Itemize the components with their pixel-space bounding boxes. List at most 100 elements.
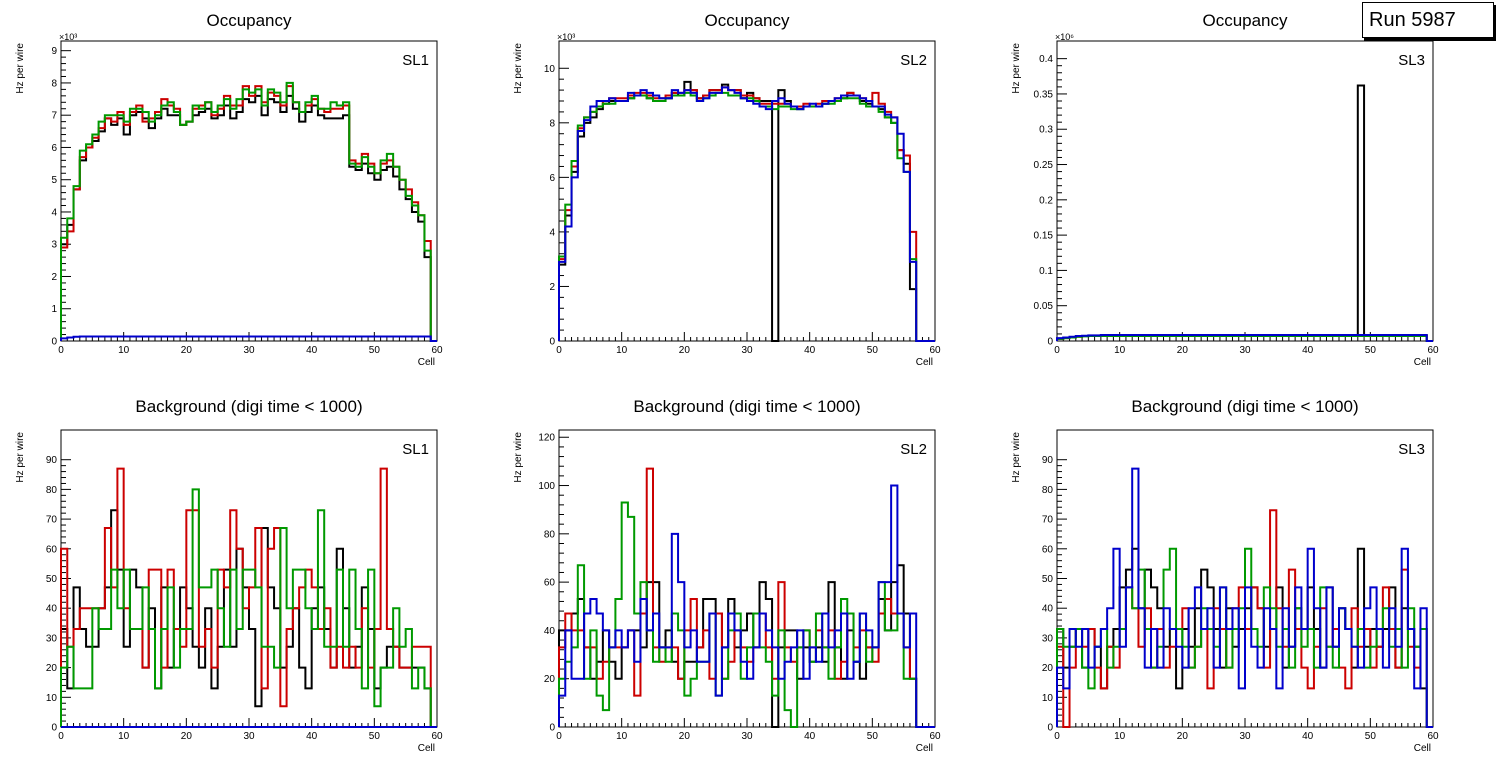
y-tick-label: 80 (1042, 485, 1054, 496)
chart-title: Background (digi time < 1000) (633, 397, 860, 416)
y-tick-label: 70 (46, 515, 58, 526)
panel-4: Background (digi time < 1000) SL1 Hz per w… (15, 397, 443, 754)
x-axis-label: Cell (916, 743, 933, 754)
y-tick-label: 0 (51, 723, 57, 734)
y-tick-label: 10 (544, 64, 556, 75)
y-exponent: ×10³ (557, 32, 575, 42)
y-tick-label: 50 (1042, 574, 1054, 585)
panel-1: Occupancy SL1 Hz per wire Cell ×10³ 0 1 2 3 4 5 6 7 8… (15, 11, 443, 368)
y-axis-label: Hz per wire (513, 432, 524, 483)
y-tick-label: 6 (51, 143, 57, 154)
superlayer-label: SL2 (900, 52, 927, 69)
y-tick-label: 0.4 (1039, 54, 1053, 65)
x-tick-label: 0 (556, 345, 562, 356)
y-tick-label: 60 (1042, 544, 1054, 555)
y-tick-label: 0.15 (1034, 231, 1054, 242)
y-tick-label: 0.1 (1039, 266, 1053, 277)
x-tick-label: 0 (58, 345, 64, 356)
x-tick-label: 20 (1177, 345, 1189, 356)
x-tick-label: 50 (369, 345, 381, 356)
y-tick-label: 50 (46, 574, 58, 585)
x-tick-label: 0 (58, 731, 64, 742)
panel-3: Occupancy SL3 Hz per wire Cell ×10⁶ 0 0.05 0.1 0… (1011, 11, 1439, 368)
y-axis-label: Hz per wire (513, 43, 524, 94)
x-axis-label: Cell (1414, 743, 1431, 754)
series-green (60, 488, 437, 728)
panel-2: Occupancy SL2 Hz per wire Cell ×10³ 0 2 4 6 8 10 0 1… (513, 11, 941, 368)
series-black (60, 94, 437, 342)
y-tick-label: 0.2 (1039, 195, 1053, 206)
plot-frame (558, 429, 936, 728)
x-tick-label: 10 (118, 345, 130, 356)
x-tick-label: 0 (1054, 345, 1060, 356)
y-tick-label: 3 (51, 240, 57, 251)
y-tick-label: 0 (549, 723, 555, 734)
y-tick-label: 6 (549, 173, 555, 184)
y-tick-label: 0 (549, 337, 555, 348)
x-tick-label: 50 (867, 345, 879, 356)
y-tick-label: 4 (549, 227, 555, 238)
series-green (60, 81, 437, 342)
series-blue (558, 484, 935, 728)
y-tick-label: 100 (538, 481, 555, 492)
x-axis-label: Cell (916, 357, 933, 368)
x-tick-label: 40 (804, 731, 816, 742)
x-tick-label: 30 (741, 731, 753, 742)
x-tick-label: 60 (431, 345, 443, 356)
y-tick-label: 60 (544, 578, 556, 589)
y-tick-label: 7 (51, 111, 57, 122)
x-tick-label: 60 (1427, 345, 1439, 356)
plot-frame (1056, 40, 1434, 342)
panel-6: Background (digi time < 1000) SL3 Hz per w… (1011, 397, 1439, 754)
chart-title: Occupancy (704, 11, 790, 30)
y-tick-label: 30 (46, 633, 58, 644)
y-tick-label: 10 (46, 693, 58, 704)
superlayer-label: SL1 (402, 52, 429, 69)
x-tick-label: 40 (1302, 345, 1314, 356)
y-tick-label: 0 (51, 337, 57, 348)
x-tick-label: 30 (243, 731, 255, 742)
x-tick-label: 50 (369, 731, 381, 742)
series-black (1056, 84, 1433, 342)
y-tick-label: 9 (51, 46, 57, 57)
superlayer-label: SL3 (1398, 52, 1425, 69)
x-tick-label: 50 (1365, 345, 1377, 356)
panel-5: Background (digi time < 1000) SL2 Hz per w… (513, 397, 941, 754)
y-exponent: ×10⁶ (1055, 32, 1074, 42)
x-tick-label: 0 (556, 731, 562, 742)
x-tick-label: 0 (1054, 731, 1060, 742)
y-axis-label: Hz per wire (15, 43, 26, 94)
y-tick-label: 120 (538, 433, 555, 444)
y-axis-label: Hz per wire (1011, 43, 1022, 94)
y-tick-label: 0.3 (1039, 125, 1053, 136)
y-tick-label: 60 (46, 544, 58, 555)
series-blue (1056, 334, 1433, 342)
x-tick-label: 20 (1177, 731, 1189, 742)
x-tick-label: 50 (1365, 731, 1377, 742)
x-axis-label: Cell (1414, 357, 1431, 368)
series-black (558, 80, 935, 342)
y-axis-label: Hz per wire (1011, 432, 1022, 483)
x-tick-label: 20 (679, 731, 691, 742)
x-tick-label: 30 (741, 345, 753, 356)
series-green (558, 91, 935, 342)
y-axis-label: Hz per wire (15, 432, 26, 483)
y-tick-label: 0.25 (1034, 160, 1054, 171)
y-tick-label: 2 (51, 272, 57, 283)
series-blue (60, 335, 437, 342)
x-tick-label: 40 (306, 731, 318, 742)
x-tick-label: 30 (1239, 731, 1251, 742)
chart-title: Occupancy (1202, 11, 1288, 30)
x-tick-label: 60 (929, 731, 941, 742)
x-tick-label: 10 (1114, 731, 1126, 742)
y-tick-label: 90 (1042, 455, 1054, 466)
series-red (558, 86, 935, 342)
y-tick-label: 30 (1042, 633, 1054, 644)
y-tick-label: 20 (1042, 663, 1054, 674)
x-tick-label: 30 (243, 345, 255, 356)
x-tick-label: 60 (1427, 731, 1439, 742)
y-exponent: ×10³ (59, 32, 77, 42)
superlayer-label: SL1 (402, 441, 429, 458)
x-tick-label: 30 (1239, 345, 1251, 356)
